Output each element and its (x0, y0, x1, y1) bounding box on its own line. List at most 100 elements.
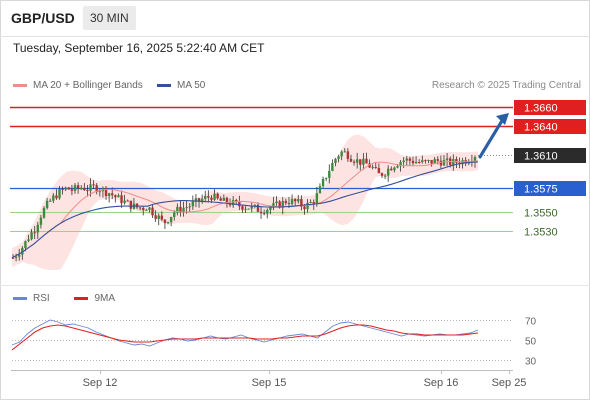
candle-body (439, 160, 443, 166)
candle-body (383, 175, 387, 177)
ma50-line (11, 161, 479, 259)
candle-body (390, 168, 393, 171)
ma50-swatch (157, 83, 171, 87)
candle-body (219, 198, 222, 201)
candle-body (331, 162, 334, 171)
candle-body (33, 232, 36, 234)
price-label-1.3575: 1.3575 (524, 184, 558, 196)
candle-body (244, 208, 247, 210)
rsi-panel: 70 50 30 (0, 285, 590, 368)
candle-body (163, 219, 167, 224)
candle-body (216, 193, 219, 199)
candle-body (92, 184, 95, 186)
candle-body (424, 160, 427, 162)
bollinger-band-area (12, 134, 478, 270)
candle-body (160, 215, 164, 220)
candle-body (111, 193, 114, 196)
candle-body (436, 159, 439, 161)
bollinger-bands (12, 134, 478, 270)
candle-body (455, 159, 458, 163)
candle-body (427, 160, 430, 162)
price-tag-1.3640 (514, 119, 586, 134)
candle-body (247, 208, 250, 210)
candle-body (64, 187, 67, 190)
price-label-1.3530: 1.3530 (524, 227, 558, 239)
copyright-note: Research © 2025 Trading Central (431, 80, 581, 91)
candle-body (324, 177, 328, 179)
price-levels: 1.3660 1.3640 1.3610 1.3575 1.3550 1.3530 (10, 100, 586, 239)
candle-body (272, 203, 275, 208)
timeframe-button[interactable]: 30 MIN (83, 6, 136, 30)
candle-body (169, 216, 173, 223)
candle-body (362, 158, 365, 165)
candle-body (188, 206, 191, 208)
rsi-legend: RSI 9MA (13, 293, 137, 304)
price-tag-1.3610 (514, 148, 586, 163)
ma20-swatch (13, 83, 27, 87)
candle-body (377, 167, 381, 174)
candle-body (399, 162, 402, 167)
candle-body (185, 207, 188, 209)
candle-body (145, 209, 148, 211)
x-tick-label: Sep 25 (492, 377, 527, 389)
legend-ma20: MA 20 + Bollinger Bands (13, 80, 143, 91)
candle-body (228, 203, 232, 206)
candle-body (442, 160, 446, 166)
candle-body (343, 151, 346, 153)
rsi-ma-line (11, 324, 479, 351)
candle-body (173, 212, 176, 217)
candle-body (315, 193, 319, 204)
candle-body (253, 204, 257, 206)
candle-body (83, 188, 86, 191)
candle-body (86, 190, 89, 192)
candle-body (213, 193, 216, 200)
candle-body (182, 207, 185, 213)
rsi-line (11, 319, 479, 347)
candle-body (36, 224, 40, 233)
rsi-legend-label: RSI (33, 293, 50, 304)
candle-body (166, 222, 170, 224)
rsi-tick-70: 70 (525, 317, 537, 328)
candle-body (328, 170, 331, 178)
candle-body (334, 158, 337, 163)
candle-body (49, 200, 52, 202)
projection-arrow (478, 117, 505, 159)
candle-body (321, 178, 325, 187)
candle-body (179, 206, 182, 213)
candle-body (200, 198, 204, 202)
candle-body (98, 191, 102, 193)
candle-body (231, 199, 235, 206)
x-tick-label: Sep 16 (424, 377, 459, 389)
candle-body (39, 217, 43, 225)
candle-body (433, 159, 436, 164)
candle-body (114, 195, 117, 198)
candle-body (194, 198, 198, 202)
x-axis: Sep 12 Sep 15 Sep 16 Sep 25 (11, 370, 526, 389)
candle-body (129, 200, 133, 209)
candle-body (300, 198, 303, 207)
chart-header: GBP/USD 30 MIN (0, 0, 590, 36)
candle-body (445, 158, 449, 161)
projection-arrowhead (496, 113, 509, 126)
rsi-swatch (13, 296, 27, 300)
candle-body (473, 157, 477, 162)
candle-body (297, 198, 300, 202)
candle-body (135, 203, 139, 208)
candle-body (197, 198, 201, 202)
price-tag-1.3660 (514, 100, 586, 115)
candle-body (402, 160, 405, 163)
candle-body (241, 206, 244, 210)
ma20-line (11, 160, 479, 259)
candle-body (11, 257, 15, 259)
candle-body (421, 160, 424, 163)
candle-body (262, 213, 266, 215)
candle-body (318, 186, 322, 194)
candle-body (73, 185, 77, 191)
chart-datetime: Tuesday, September 16, 2025 5:22:40 AM C… (13, 41, 265, 55)
candle-body (207, 196, 210, 198)
price-label-1.3660: 1.3660 (524, 103, 558, 115)
candle-body (142, 208, 145, 211)
candle-body (235, 199, 238, 202)
candle-body (396, 166, 399, 168)
